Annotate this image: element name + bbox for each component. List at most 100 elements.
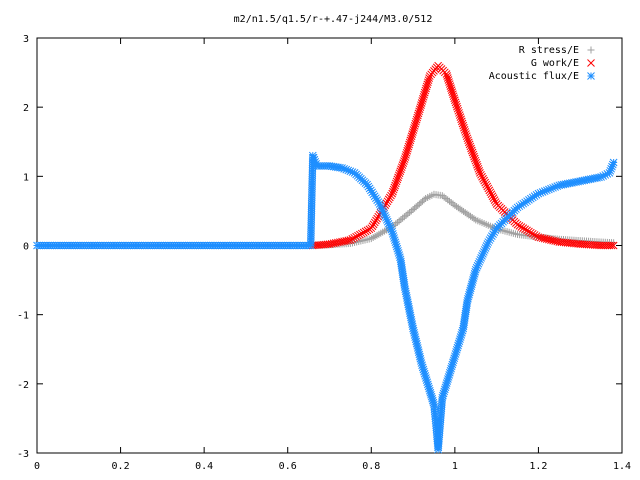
data-point <box>403 144 412 153</box>
x-tick-label: 0.8 <box>362 461 380 472</box>
data-point <box>475 166 484 175</box>
data-point <box>389 185 398 194</box>
data-point <box>472 158 481 167</box>
data-point <box>400 155 409 163</box>
data-point <box>454 106 463 115</box>
data-point <box>401 153 410 161</box>
y-tick-label: -2 <box>17 380 29 391</box>
data-point <box>455 109 463 117</box>
data-point <box>422 82 431 91</box>
data-point <box>455 111 464 119</box>
data-point <box>447 199 455 207</box>
data-point <box>444 196 452 204</box>
data-point <box>369 220 378 229</box>
data-point <box>400 157 408 165</box>
data-point <box>470 152 478 161</box>
data-point <box>416 103 425 112</box>
data-point <box>459 121 468 130</box>
x-tick-label: 1 <box>452 461 458 472</box>
x-tick-label: 0.6 <box>279 461 297 472</box>
data-point <box>350 233 359 242</box>
data-point <box>402 211 410 219</box>
data-point <box>523 226 531 235</box>
data-point <box>388 189 397 198</box>
series-2 <box>33 151 618 454</box>
data-point <box>453 102 461 111</box>
legend-marker <box>587 59 595 67</box>
data-point <box>460 123 468 132</box>
data-point <box>403 146 412 155</box>
legend-marker <box>587 46 595 54</box>
data-point <box>442 194 450 202</box>
data-point <box>417 99 426 107</box>
data-point <box>413 113 422 122</box>
data-point <box>409 126 418 134</box>
data-point <box>480 176 488 185</box>
data-point <box>521 225 529 234</box>
data-point <box>485 186 494 195</box>
y-tick-label: 0 <box>23 242 29 253</box>
data-point <box>445 197 453 205</box>
data-point <box>530 231 539 239</box>
data-point <box>479 174 487 183</box>
data-point <box>408 130 417 138</box>
data-point <box>344 236 353 245</box>
data-point <box>607 241 616 250</box>
data-point <box>420 196 428 204</box>
data-point <box>357 229 366 238</box>
legend-marker <box>587 72 595 80</box>
data-point <box>395 217 403 225</box>
data-point <box>356 230 364 239</box>
data-point <box>525 227 533 236</box>
data-point <box>461 128 470 136</box>
data-point <box>456 113 465 122</box>
data-point <box>348 235 357 243</box>
x-axis: 0 0.2 0.4 0.6 0.8 1 1.2 1.4 <box>34 38 631 472</box>
data-point <box>397 216 405 224</box>
data-point <box>465 140 474 149</box>
data-point <box>410 124 418 132</box>
y-tick-label: -1 <box>17 311 29 322</box>
data-point <box>406 208 414 216</box>
data-point <box>352 232 360 241</box>
data-point <box>397 165 405 174</box>
data-point <box>457 117 466 126</box>
data-point <box>400 213 408 221</box>
data-point <box>405 138 414 147</box>
data-point <box>392 179 400 188</box>
data-point <box>457 115 465 124</box>
data-point <box>412 115 421 124</box>
y-tick-label: 2 <box>23 103 29 114</box>
data-point <box>463 134 472 143</box>
data-point <box>424 76 433 85</box>
data-point <box>490 196 499 204</box>
data-point <box>409 128 417 136</box>
data-point <box>438 192 446 200</box>
data-point <box>483 182 492 191</box>
y-tick-label: 3 <box>23 34 29 45</box>
data-point <box>423 80 432 89</box>
data-point <box>473 162 482 171</box>
data-point <box>363 226 372 235</box>
data-point <box>390 183 399 192</box>
data-point <box>526 228 535 237</box>
y-tick-label: 1 <box>23 172 29 183</box>
data-point <box>411 119 420 128</box>
data-point <box>406 136 415 145</box>
legend-label: G work/E <box>531 58 579 69</box>
data-point <box>386 193 394 202</box>
data-point <box>412 117 420 126</box>
data-point <box>396 167 405 176</box>
x-tick-label: 1.4 <box>613 461 631 472</box>
data-point <box>405 140 413 149</box>
data-point <box>467 144 475 153</box>
data-point <box>367 224 376 233</box>
data-point <box>359 228 368 237</box>
data-point <box>513 220 522 229</box>
data-point <box>489 194 498 203</box>
data-point <box>391 181 399 190</box>
legend-label: Acoustic flux/E <box>489 71 579 82</box>
data-point <box>368 222 377 231</box>
data-point <box>466 142 475 151</box>
